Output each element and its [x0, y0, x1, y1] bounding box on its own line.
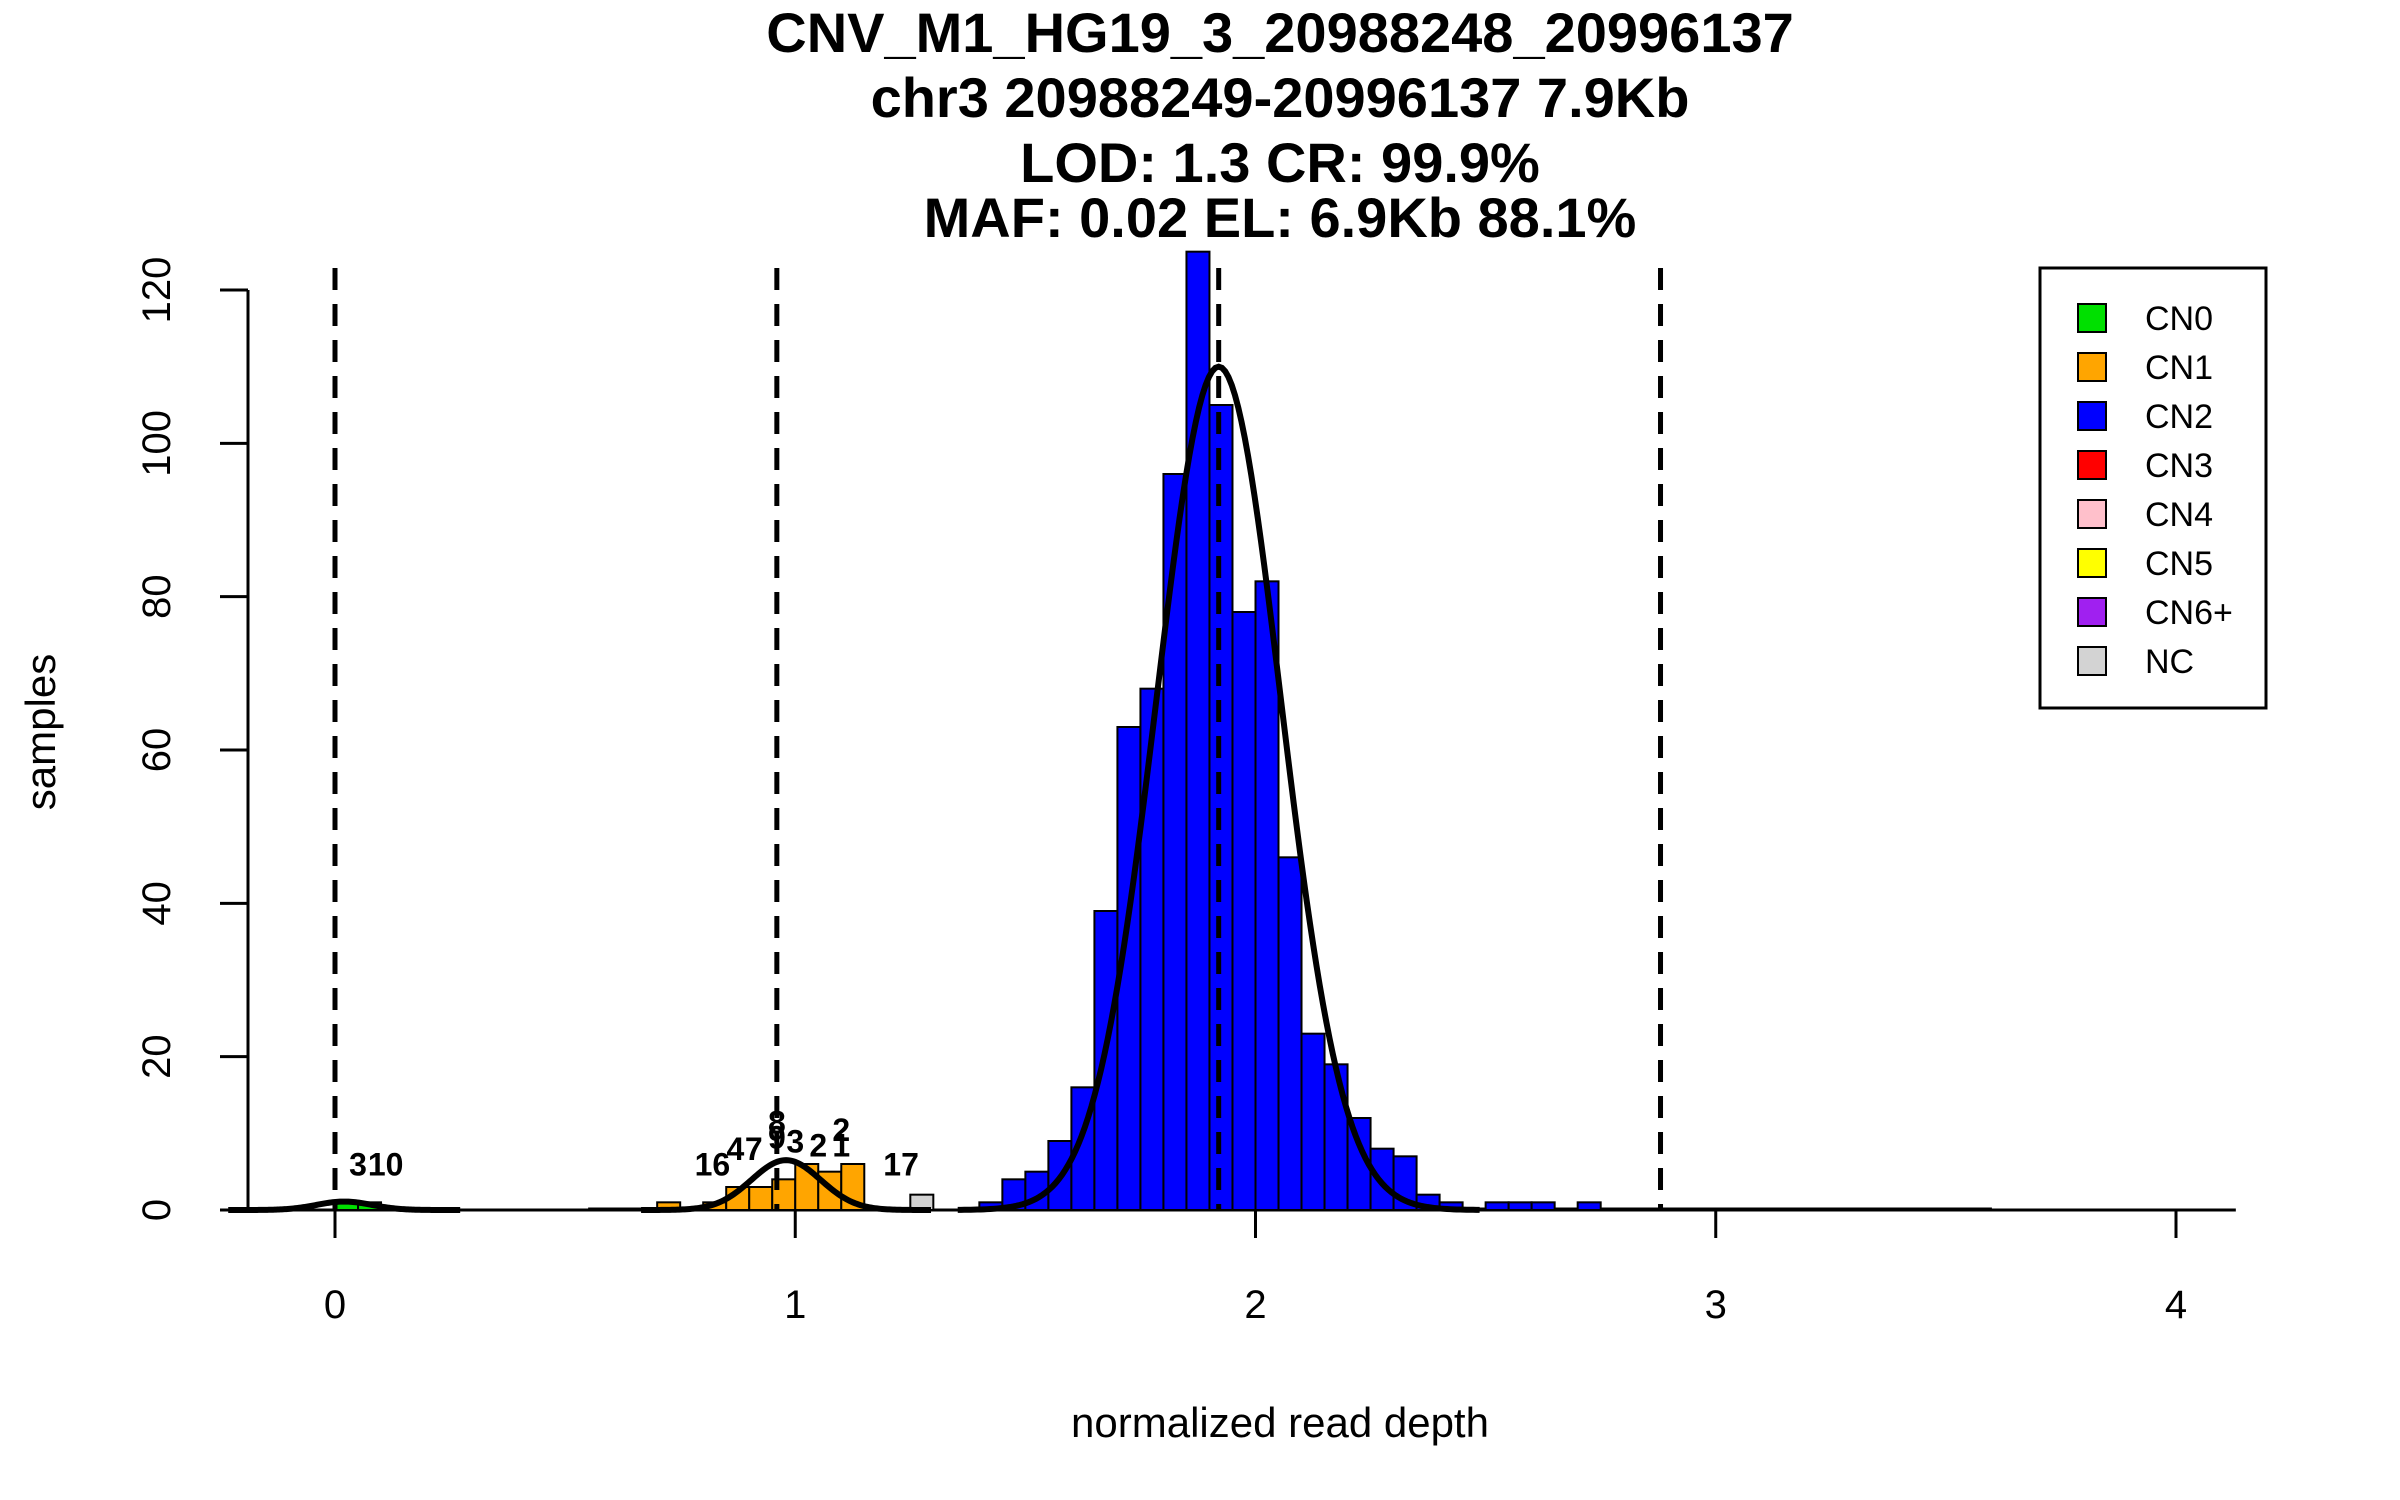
y-axis: 0 20 40 60 80 100 120	[135, 257, 250, 1221]
y-tick-label-6: 120	[135, 257, 179, 324]
x-tick-label-3: 3	[1705, 1283, 1727, 1327]
legend-swatch-1	[2077, 352, 2107, 382]
count-label-10: 2	[832, 1112, 850, 1148]
legend-swatch-3	[2077, 450, 2107, 480]
legend-swatch-7	[2077, 646, 2107, 676]
y-tick-label-5: 100	[135, 410, 179, 477]
x-tick-label-0: 0	[324, 1283, 346, 1327]
legend-box	[2038, 266, 2268, 710]
bar-cn2-22	[1507, 1201, 1533, 1212]
fit-curve-1	[641, 1157, 932, 1213]
bar-cn2-21	[1484, 1201, 1510, 1212]
legend-label-3: CN3	[2145, 447, 2213, 485]
count-label-7: 3	[786, 1124, 804, 1160]
x-tick-label-2: 2	[1244, 1283, 1266, 1327]
bar-cn2-11	[1231, 611, 1257, 1211]
title-line-2: chr3 20988249-20996137 7.9Kb	[871, 66, 1690, 129]
legend-label-6: CN6+	[2145, 594, 2233, 632]
legend-swatch-6	[2077, 597, 2107, 627]
count-label-8: 2	[809, 1127, 827, 1163]
legend-swatch-5	[2077, 548, 2107, 578]
bar-cn2-24	[1576, 1201, 1602, 1212]
x-axis: 0 1 2 3 4	[324, 1210, 2187, 1327]
fit-curve-2	[957, 363, 1480, 1213]
bar-cn2-14	[1300, 1032, 1326, 1211]
count-label-6: 9	[768, 1120, 786, 1156]
title-line-1: CNV_M1_HG19_3_20988248_20996137	[766, 1, 1794, 64]
count-label-1: 10	[368, 1147, 404, 1183]
y-axis-label: samples	[17, 654, 64, 810]
legend-swatch-0	[2077, 303, 2107, 333]
count-label-9: 1	[832, 1127, 850, 1163]
bar-cn1-3	[748, 1186, 774, 1211]
bar-cn2-9	[1185, 250, 1211, 1211]
bar-cn2-15	[1323, 1063, 1349, 1212]
count-label-0: 3	[349, 1147, 367, 1183]
legend-label-5: CN5	[2145, 545, 2213, 583]
count-label-3: 4	[727, 1131, 745, 1167]
count-label-5: 8	[768, 1104, 786, 1140]
legend-label-4: CN4	[2145, 496, 2213, 534]
legend: CN0 CN1 CN2 CN3 CN4 CN5 CN6+ NC	[2038, 266, 2268, 710]
y-tick-label-1: 20	[135, 1034, 179, 1079]
y-tick-label-0: 0	[135, 1199, 179, 1221]
bar-cn2-23	[1530, 1201, 1556, 1212]
bar-cn2-13	[1277, 856, 1303, 1211]
title-line-4: MAF: 0.02 EL: 6.9Kb 88.1%	[924, 186, 1637, 249]
legend-label-1: CN1	[2145, 349, 2213, 387]
legend-label-0: CN0	[2145, 300, 2213, 338]
count-label-11: 17	[883, 1147, 919, 1183]
x-axis-label: normalized read depth	[1071, 1399, 1489, 1446]
legend-swatch-4	[2077, 499, 2107, 529]
legend-label-2: CN2	[2145, 398, 2213, 436]
chart-title: CNV_M1_HG19_3_20988248_20996137 chr3 209…	[766, 1, 1794, 249]
x-tick-label-1: 1	[784, 1283, 806, 1327]
bar-cn2-8	[1162, 473, 1188, 1211]
bar-cn2-7	[1139, 687, 1165, 1211]
y-tick-label-3: 60	[135, 728, 179, 773]
legend-swatch-2	[2077, 401, 2107, 431]
y-tick-label-4: 80	[135, 574, 179, 619]
title-line-3: LOD: 1.3 CR: 99.9%	[1020, 131, 1540, 194]
count-label-2: 16	[695, 1147, 731, 1183]
legend-label-7: NC	[2145, 643, 2194, 681]
x-tick-label-4: 4	[2165, 1283, 2187, 1327]
fit-curve-0	[228, 1198, 461, 1213]
y-tick-label-2: 40	[135, 881, 179, 926]
count-label-4: 7	[745, 1131, 763, 1167]
